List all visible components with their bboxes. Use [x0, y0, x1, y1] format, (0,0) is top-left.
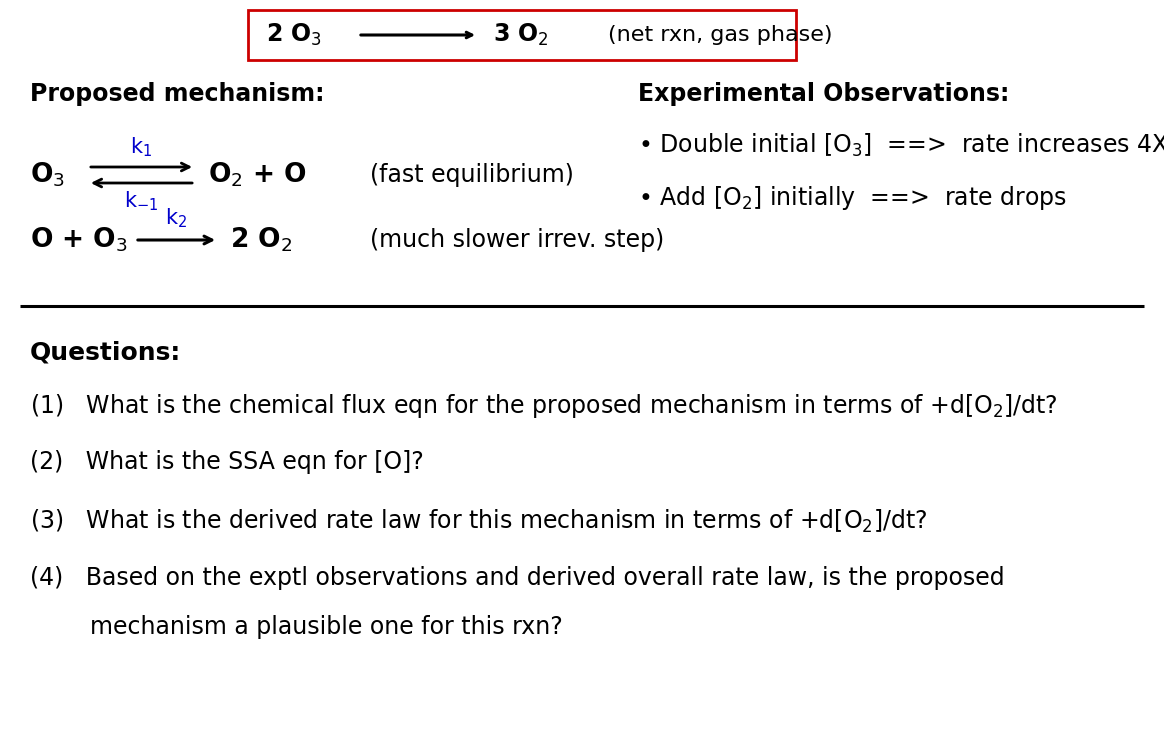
Text: (net rxn, gas phase): (net rxn, gas phase)	[608, 25, 832, 45]
Text: O$_2$ + O: O$_2$ + O	[208, 161, 307, 190]
Text: Proposed mechanism:: Proposed mechanism:	[30, 82, 325, 106]
Text: 2 O$_3$: 2 O$_3$	[267, 22, 322, 48]
Text: (2)   What is the SSA eqn for [O]?: (2) What is the SSA eqn for [O]?	[30, 450, 424, 474]
Text: (3)   What is the derived rate law for this mechanism in terms of +d[O$_2$]/dt?: (3) What is the derived rate law for thi…	[30, 508, 928, 535]
Text: 3 O$_2$: 3 O$_2$	[494, 22, 549, 48]
Text: mechanism a plausible one for this rxn?: mechanism a plausible one for this rxn?	[30, 615, 562, 639]
Text: (4)   Based on the exptl observations and derived overall rate law, is the propo: (4) Based on the exptl observations and …	[30, 566, 1005, 590]
Text: (much slower irrev. step): (much slower irrev. step)	[370, 228, 665, 252]
Text: Experimental Observations:: Experimental Observations:	[638, 82, 1009, 106]
Text: k$_{-1}$: k$_{-1}$	[125, 190, 158, 213]
Text: 2 O$_2$: 2 O$_2$	[230, 226, 292, 254]
FancyBboxPatch shape	[248, 10, 796, 60]
Text: (1)   What is the chemical flux eqn for the proposed mechanism in terms of +d[O$: (1) What is the chemical flux eqn for th…	[30, 392, 1058, 420]
Text: (fast equilibrium): (fast equilibrium)	[370, 163, 574, 187]
Text: k$_2$: k$_2$	[165, 206, 187, 230]
Text: k$_1$: k$_1$	[130, 135, 152, 159]
Text: O$_3$: O$_3$	[30, 161, 65, 190]
Text: • Double initial [O$_3$]  ==>  rate increases 4X: • Double initial [O$_3$] ==> rate increa…	[638, 131, 1164, 159]
Text: Questions:: Questions:	[30, 340, 182, 364]
Text: O + O$_3$: O + O$_3$	[30, 226, 128, 254]
Text: • Add [O$_2$] initially  ==>  rate drops: • Add [O$_2$] initially ==> rate drops	[638, 184, 1067, 212]
